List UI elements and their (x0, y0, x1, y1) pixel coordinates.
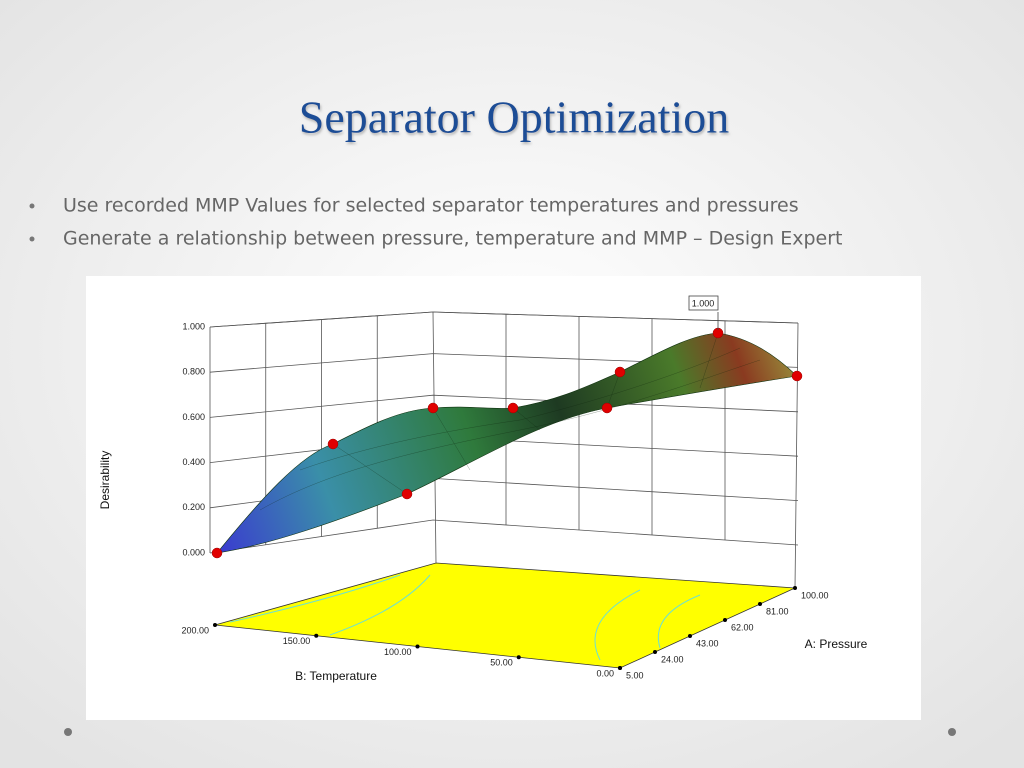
x-axis-label: B: Temperature (295, 669, 377, 683)
y-tick-mark (688, 634, 692, 638)
annotation-box (688, 295, 719, 311)
walls (209, 311, 799, 589)
slide-title: Separator Optimization (299, 92, 730, 143)
x-tick-label: 200.00 (181, 625, 209, 635)
y-tick-mark (793, 586, 797, 590)
surface-mesh (259, 332, 761, 511)
y-tick-label: 24.00 (661, 654, 684, 664)
y-tick-label: 43.00 (696, 638, 719, 648)
z-tick-label: 0.600 (182, 412, 205, 422)
y-tick-label: 62.00 (731, 622, 754, 632)
contour (657, 594, 701, 649)
wall-grid-line (209, 394, 799, 418)
x-tick-label: 50.00 (490, 658, 513, 668)
contour (229, 574, 401, 623)
decor-dot (64, 728, 72, 736)
z-tick-label: 0.200 (182, 502, 205, 512)
z-tick-label: 0.800 (182, 367, 205, 377)
bullet-dot (29, 203, 35, 209)
bullet-text: Generate a relationship between pressure… (63, 228, 843, 250)
bullet-text: Use recorded MMP Values for selected sep… (63, 195, 799, 217)
y-tick-mark (758, 602, 762, 606)
y-tick-mark (618, 666, 622, 670)
x-tick-label: 0.00 (596, 668, 614, 678)
x-tick-mark (415, 644, 420, 649)
y-tick-label: 5.00 (626, 670, 644, 680)
y-axis-label: A: Pressure (805, 637, 868, 651)
z-tick-label: 0.000 (182, 547, 205, 557)
y-tick-label: 100.00 (801, 590, 829, 600)
design-points (211, 327, 803, 559)
decor-dot (948, 728, 956, 736)
x-tick-mark (516, 655, 521, 660)
x-tick-label: 150.00 (283, 636, 311, 646)
annotation: 1.000 (692, 298, 715, 308)
wall-grid-line (209, 311, 799, 328)
x-tick-mark (213, 623, 217, 627)
wall-grid-line (209, 519, 799, 554)
figure: 1.000 Desirability B: Temperature A: Pre… (86, 276, 921, 720)
contour (594, 589, 641, 661)
y-tick-mark (653, 650, 657, 654)
x-tick-label: 100.00 (384, 647, 412, 657)
y-tick-label: 81.00 (766, 606, 789, 616)
contour (329, 574, 431, 636)
z-axis-label: Desirability (98, 451, 112, 510)
y-tick-mark (723, 618, 727, 622)
x-tick-mark (314, 633, 319, 638)
z-tick-label: 1.000 (182, 321, 205, 331)
bullet-dot (29, 236, 35, 242)
z-tick-label: 0.400 (182, 457, 205, 467)
